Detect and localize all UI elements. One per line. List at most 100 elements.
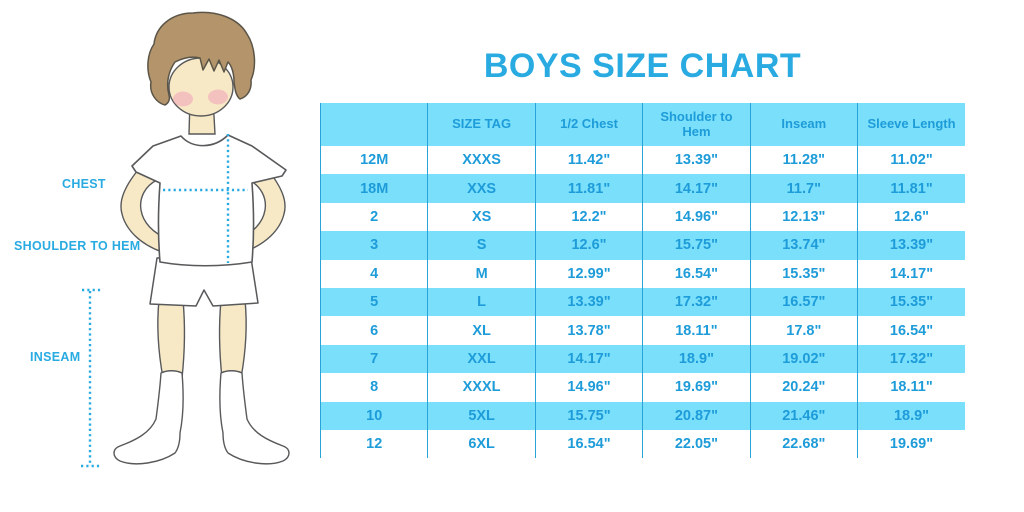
inseam-label: INSEAM <box>30 350 81 364</box>
cell: 17.32" <box>857 344 965 374</box>
page-title: BOYS SIZE CHART <box>483 46 802 85</box>
table-row: 12M XXXS 11.42" 13.39" 11.28" 11.02" <box>321 146 965 175</box>
cell: 13.39" <box>642 146 751 175</box>
shoulder-to-hem-label: SHOULDER TO HEM <box>14 239 141 253</box>
table-row: 6 XL 13.78" 18.11" 17.8" 16.54" <box>321 316 965 345</box>
size-chart-table: SIZE TAG 1/2 Chest Shoulder to Hem Inseam Sl… <box>320 103 965 459</box>
cell: 13.39" <box>857 231 965 260</box>
cell: XXXL <box>427 373 536 402</box>
cell: M <box>427 259 536 288</box>
table-row: 8 XXXL 14.96" 19.69" 20.24" 18.11" <box>321 373 965 402</box>
cell: 11.42" <box>534 146 643 175</box>
right-sock <box>219 370 290 465</box>
cell: 18M <box>320 174 428 203</box>
cell: 13.74" <box>749 231 858 260</box>
cell: 8 <box>370 379 379 396</box>
cell: 5 <box>320 287 428 317</box>
left-leg <box>157 299 186 379</box>
table-row: 7 XXL 14.17" 18.9" 19.02" 17.32" <box>320 344 965 374</box>
cell: 11.02" <box>857 146 965 175</box>
hair <box>147 11 256 106</box>
table-row: 12 6XL 16.54" 22.05" 22.68" 19.69" <box>321 429 965 459</box>
cell: 18.9" <box>642 344 751 374</box>
table-row: 18M XXS 11.81" 14.17" 11.7" 11.81" <box>320 174 965 203</box>
cell: 17.32" <box>642 287 751 317</box>
cell: 11.7" <box>749 174 858 203</box>
cell: 18.9" <box>857 401 965 430</box>
cell: 22.05" <box>642 429 751 459</box>
cell: 10 <box>320 401 428 430</box>
cell: 20.87" <box>642 401 751 430</box>
cell: L <box>427 287 536 317</box>
cell: 14.17" <box>857 259 965 288</box>
cell: 18.11" <box>857 373 965 402</box>
right-leg <box>218 299 247 379</box>
cell: 4 <box>370 265 379 282</box>
cell: XXL <box>427 344 536 374</box>
shorts <box>149 257 259 307</box>
cell: 20.24" <box>749 373 858 402</box>
cell: 19.69" <box>857 429 965 459</box>
cheek-right-blush <box>208 89 228 105</box>
cell: 16.57" <box>749 287 858 317</box>
column-header <box>320 103 428 146</box>
cell: 19.02" <box>749 344 858 374</box>
cell: XXS <box>427 174 536 203</box>
cell: 11.28" <box>749 146 858 175</box>
cell: 2 <box>370 208 379 225</box>
cell: 6XL <box>427 429 536 459</box>
cell: 16.54" <box>857 316 965 345</box>
cell: 17.8" <box>749 316 858 345</box>
boy-figure-illustration <box>81 11 290 468</box>
cell: 15.35" <box>749 259 858 288</box>
cheek-left-blush <box>173 91 193 107</box>
cell: 22.68" <box>749 429 858 459</box>
cell: 13.78" <box>534 316 643 345</box>
cell: 16.54" <box>642 259 751 288</box>
cell: 14.96" <box>534 373 643 402</box>
boy-measurement-diagram: CHEST SHOULDER TO HEM INSEAM <box>0 0 320 512</box>
chest-label: CHEST <box>62 177 106 191</box>
cell: 15.35" <box>857 287 965 317</box>
cell: 12.13" <box>749 202 858 232</box>
cell: S <box>427 231 536 260</box>
table-row: 10 5XL 15.75" 20.87" 21.46" 18.9" <box>320 401 965 430</box>
cell: 14.96" <box>642 202 751 232</box>
cell: 12.6" <box>534 231 643 260</box>
cell: 12 <box>366 436 383 453</box>
cell: 18.11" <box>642 316 751 345</box>
column-header: Inseam <box>749 103 858 146</box>
cell: XS <box>427 202 536 232</box>
cell: 16.54" <box>534 429 643 459</box>
cell: 12.99" <box>534 259 643 288</box>
cell: 11.81" <box>857 174 965 203</box>
cell: 12M <box>360 152 389 169</box>
cell: XL <box>427 316 536 345</box>
cell: 7 <box>320 344 428 374</box>
cell: XXXS <box>427 146 536 175</box>
cell: 13.39" <box>534 287 643 317</box>
cell: 19.69" <box>642 373 751 402</box>
cell: 21.46" <box>749 401 858 430</box>
table-row: 5 L 13.39" 17.32" 16.57" 15.35" <box>320 287 965 317</box>
left-sock <box>113 370 184 465</box>
table-row: 4 M 12.99" 16.54" 15.35" 14.17" <box>321 259 965 288</box>
cell: 15.75" <box>642 231 751 260</box>
cell: 6 <box>370 322 379 339</box>
column-header: Shoulder to Hem <box>642 103 751 146</box>
cell: 14.17" <box>534 344 643 374</box>
table-row: 2 XS 12.2" 14.96" 12.13" 12.6" <box>321 202 965 232</box>
column-header: 1/2 Chest <box>534 103 643 146</box>
table-header-row: SIZE TAG 1/2 Chest Shoulder to Hem Inseam Sl… <box>320 103 965 146</box>
cell: 15.75" <box>534 401 643 430</box>
column-header: SIZE TAG <box>427 103 536 146</box>
t-shirt <box>131 134 287 267</box>
cell: 12.6" <box>857 202 965 232</box>
table-row: 3 S 12.6" 15.75" 13.74" 13.39" <box>320 231 965 260</box>
column-header: Sleeve Length <box>857 103 965 146</box>
cell: 3 <box>320 231 428 260</box>
cell: 5XL <box>427 401 536 430</box>
measurement-lines <box>81 134 248 468</box>
cell: 11.81" <box>534 174 643 203</box>
